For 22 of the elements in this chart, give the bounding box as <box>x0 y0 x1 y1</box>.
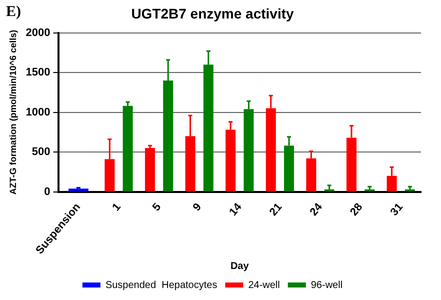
x-tick-label: 1 <box>110 201 124 214</box>
y-tick-label: 500 <box>32 146 50 158</box>
y-tick-label: 1500 <box>26 66 50 79</box>
y-tick-label: 2000 <box>26 26 50 39</box>
y-tick-label: 1000 <box>26 106 50 118</box>
x-tick-label: 28 <box>348 201 366 218</box>
x-tick-label: 5 <box>150 201 164 214</box>
x-axis-title: Day <box>230 260 250 272</box>
chart-title: UGT2B7 enzyme activity <box>131 5 294 22</box>
y-axis-title: AZT-G formation (pmol/min/10^6 cells) <box>8 30 18 195</box>
x-tick-label: 9 <box>190 201 204 214</box>
x-tick-label: 21 <box>267 201 285 218</box>
text: E) <box>6 4 21 21</box>
x-tick-label: 24 <box>308 200 326 218</box>
legend-label: 24-well <box>248 280 280 291</box>
x-tick-label: 14 <box>227 200 245 218</box>
bar <box>144 148 155 192</box>
x-tick-label: 31 <box>388 201 406 218</box>
y-tick-label: 0 <box>44 186 50 198</box>
legend-label: Suspended Hepatocytes <box>105 280 218 291</box>
bar <box>68 188 88 192</box>
legend-label: 96-well <box>310 280 343 291</box>
